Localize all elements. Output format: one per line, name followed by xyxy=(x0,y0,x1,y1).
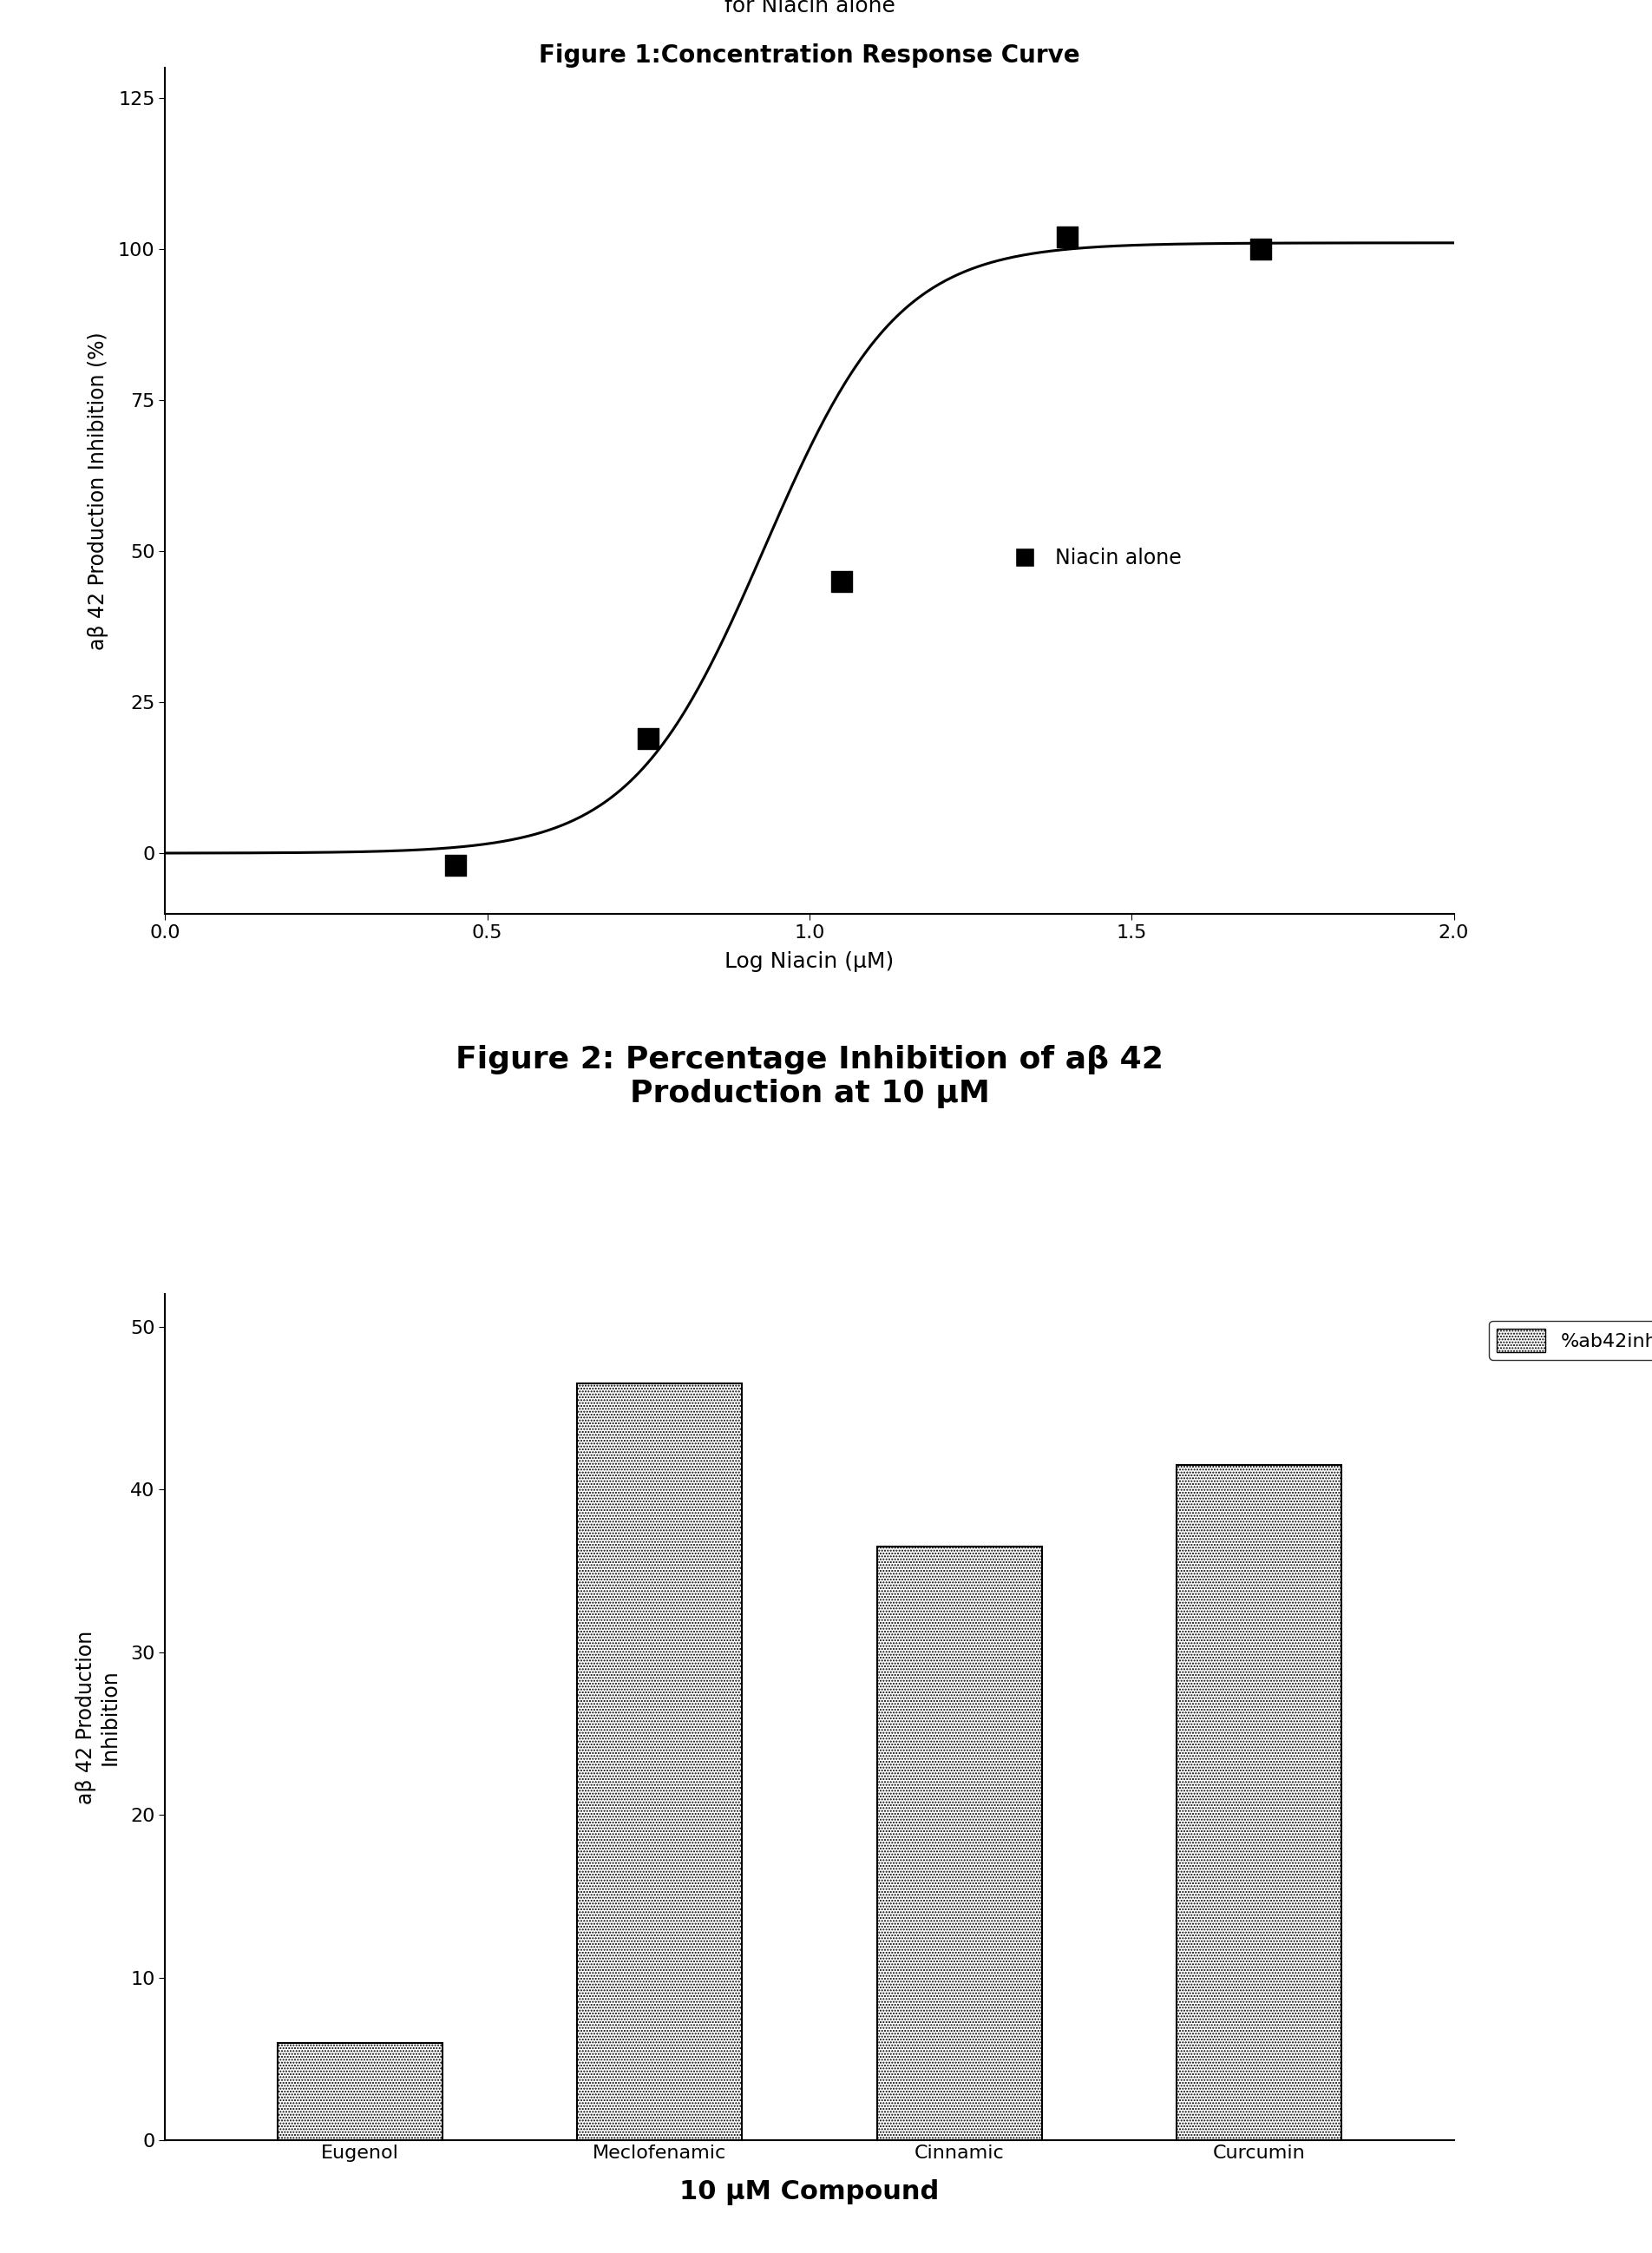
Point xyxy=(443,847,469,883)
Point xyxy=(1054,219,1080,255)
Y-axis label: aβ 42 Production
Inhibition: aβ 42 Production Inhibition xyxy=(76,1631,121,1805)
Point xyxy=(1247,230,1274,266)
Legend: Niacin alone: Niacin alone xyxy=(996,541,1189,577)
Text: for Niacin alone: for Niacin alone xyxy=(724,0,895,16)
Y-axis label: aβ 42 Production Inhibition (%): aβ 42 Production Inhibition (%) xyxy=(88,331,109,649)
Bar xyxy=(278,2043,443,2140)
Bar xyxy=(1176,1464,1341,2140)
Legend: %ab42inhib: %ab42inhib xyxy=(1488,1320,1652,1361)
Bar xyxy=(577,1383,742,2140)
Bar xyxy=(877,1546,1042,2140)
Title: Figure 1:Concentration Response Curve: Figure 1:Concentration Response Curve xyxy=(539,43,1080,68)
X-axis label: Log Niacin (μM): Log Niacin (μM) xyxy=(725,951,894,971)
Text: Figure 2: Percentage Inhibition of aβ 42
Production at 10 μM: Figure 2: Percentage Inhibition of aβ 42… xyxy=(456,1045,1163,1108)
Point xyxy=(634,721,661,757)
X-axis label: 10 μM Compound: 10 μM Compound xyxy=(679,2179,940,2206)
Point xyxy=(828,563,856,599)
